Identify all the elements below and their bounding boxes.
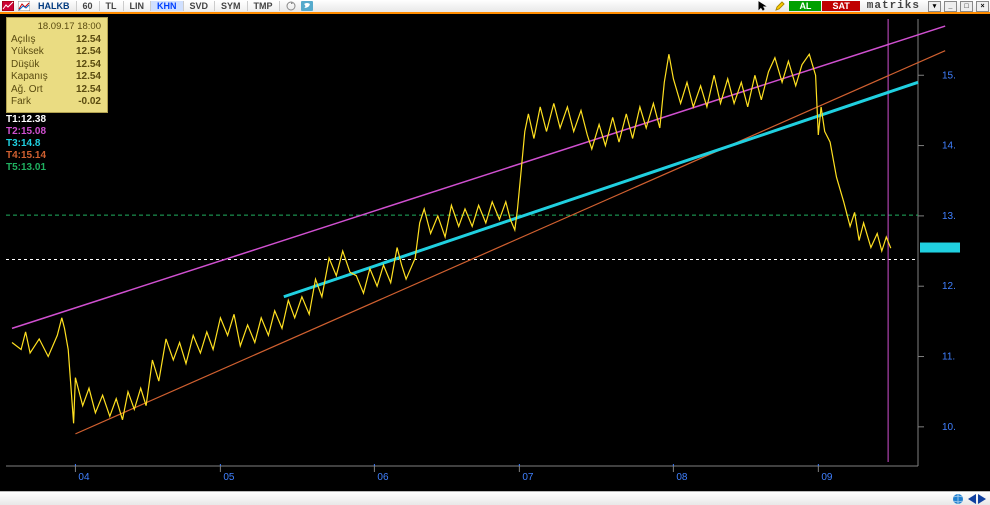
chart-area[interactable]: 10. 11. 12. 13. 14. 15. 04 05 06 07 08 09 18.09.17 … (0, 14, 990, 491)
svg-text:05: 05 (223, 472, 235, 483)
pencil-icon[interactable] (773, 0, 787, 12)
ohlc-panel: 18.09.17 18:00 Açılış12.54Yüksek12.54Düş… (6, 17, 108, 113)
buy-button[interactable]: AL (789, 1, 821, 11)
svg-text:07: 07 (522, 472, 534, 483)
toolbar-button-sym[interactable]: SYM (215, 1, 248, 11)
svg-text:14.: 14. (942, 141, 956, 152)
toolbar-button-lin[interactable]: LIN (124, 1, 152, 11)
trend-value: T4:15.14 (6, 150, 46, 162)
svg-text:08: 08 (676, 472, 688, 483)
maximize-button[interactable]: □ (960, 1, 973, 12)
ohlc-datetime: 18.09.17 18:00 (11, 21, 101, 33)
svg-text:11.: 11. (942, 352, 955, 363)
ohlc-row: Ağ. Ort12.54 (11, 84, 101, 97)
refresh-icon[interactable] (284, 0, 298, 12)
dropdown-button[interactable]: ▾ (928, 1, 941, 12)
brand-label: matriks (861, 0, 926, 12)
ohlc-row: Fark-0.02 (11, 96, 101, 109)
svg-text:10.: 10. (942, 422, 956, 433)
trend-value: T2:15.08 (6, 126, 46, 138)
toolbar-button-tmp[interactable]: TMP (248, 1, 280, 11)
toolbar-button-svd[interactable]: SVD (184, 1, 216, 11)
chart-icon[interactable] (17, 0, 31, 12)
toolbar-button-60[interactable]: 60 (77, 1, 100, 11)
ohlc-row: Yüksek12.54 (11, 46, 101, 59)
twitter-icon[interactable] (300, 0, 314, 12)
svg-text:04: 04 (78, 472, 90, 483)
footer-bar (0, 491, 990, 505)
ohlc-row: Düşük12.54 (11, 59, 101, 72)
svg-text:13.: 13. (942, 211, 956, 222)
cursor-icon[interactable] (756, 0, 770, 12)
ohlc-row: Kapanış12.54 (11, 71, 101, 84)
ohlc-row: Açılış12.54 (11, 34, 101, 47)
app-icon (1, 0, 15, 12)
sell-button[interactable]: SAT (822, 1, 859, 11)
toolbar-button-khn[interactable]: KHN (151, 1, 184, 11)
close-button[interactable]: × (976, 1, 989, 12)
ticker-symbol[interactable]: HALKB (32, 1, 77, 11)
toolbar-right: AL SAT matriks ▾ _ □ × (755, 0, 990, 12)
svg-text:15.: 15. (942, 70, 956, 81)
minimize-button[interactable]: _ (944, 1, 957, 12)
trend-value: T5:13.01 (6, 162, 46, 174)
nav-next-button[interactable] (978, 494, 986, 504)
svg-text:09: 09 (821, 472, 833, 483)
nav-prev-button[interactable] (968, 494, 976, 504)
svg-text:12.: 12. (942, 281, 956, 292)
trend-value: T1:12.38 (6, 114, 46, 126)
trend-value: T3:14.8 (6, 138, 46, 150)
chart-svg: 10. 11. 12. 13. 14. 15. 04 05 06 07 08 09 (0, 14, 990, 491)
trend-values: T1:12.38T2:15.08T3:14.8T4:15.14T5:13.01 (6, 114, 46, 174)
toolbar-button-tl[interactable]: TL (100, 1, 124, 11)
globe-icon[interactable] (951, 493, 965, 505)
svg-text:06: 06 (377, 472, 389, 483)
toolbar: HALKB 60TLLINKHNSVDSYMTMP AL SAT matriks… (0, 0, 990, 14)
